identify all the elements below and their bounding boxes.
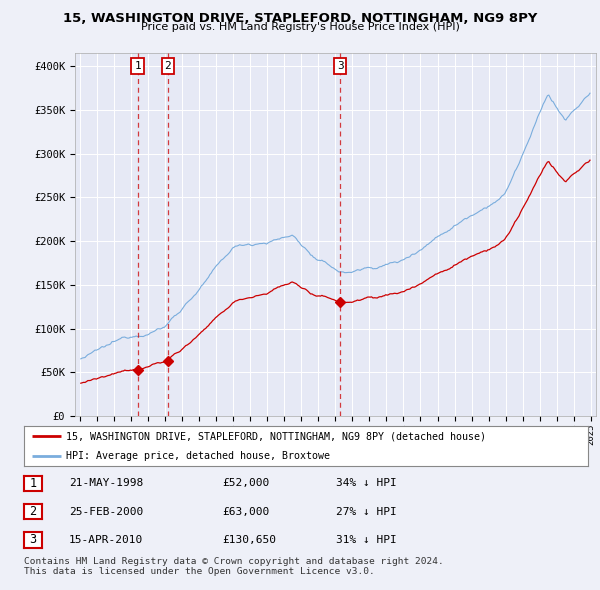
Text: £52,000: £52,000 xyxy=(222,478,269,488)
Text: £130,650: £130,650 xyxy=(222,535,276,545)
Text: 2: 2 xyxy=(29,505,37,518)
Text: Price paid vs. HM Land Registry's House Price Index (HPI): Price paid vs. HM Land Registry's House … xyxy=(140,22,460,32)
Text: 3: 3 xyxy=(337,61,344,71)
Text: 1: 1 xyxy=(134,61,141,71)
Text: 34% ↓ HPI: 34% ↓ HPI xyxy=(336,478,397,488)
Text: HPI: Average price, detached house, Broxtowe: HPI: Average price, detached house, Brox… xyxy=(66,451,331,461)
Text: 2: 2 xyxy=(164,61,171,71)
Text: 25-FEB-2000: 25-FEB-2000 xyxy=(69,507,143,516)
Text: 3: 3 xyxy=(29,533,37,546)
Text: 1: 1 xyxy=(29,477,37,490)
Text: 15, WASHINGTON DRIVE, STAPLEFORD, NOTTINGHAM, NG9 8PY (detached house): 15, WASHINGTON DRIVE, STAPLEFORD, NOTTIN… xyxy=(66,431,487,441)
Text: 31% ↓ HPI: 31% ↓ HPI xyxy=(336,535,397,545)
Text: 27% ↓ HPI: 27% ↓ HPI xyxy=(336,507,397,516)
Text: Contains HM Land Registry data © Crown copyright and database right 2024.
This d: Contains HM Land Registry data © Crown c… xyxy=(24,557,444,576)
Text: £63,000: £63,000 xyxy=(222,507,269,516)
Text: 15-APR-2010: 15-APR-2010 xyxy=(69,535,143,545)
Text: 21-MAY-1998: 21-MAY-1998 xyxy=(69,478,143,488)
Text: 15, WASHINGTON DRIVE, STAPLEFORD, NOTTINGHAM, NG9 8PY: 15, WASHINGTON DRIVE, STAPLEFORD, NOTTIN… xyxy=(63,12,537,25)
